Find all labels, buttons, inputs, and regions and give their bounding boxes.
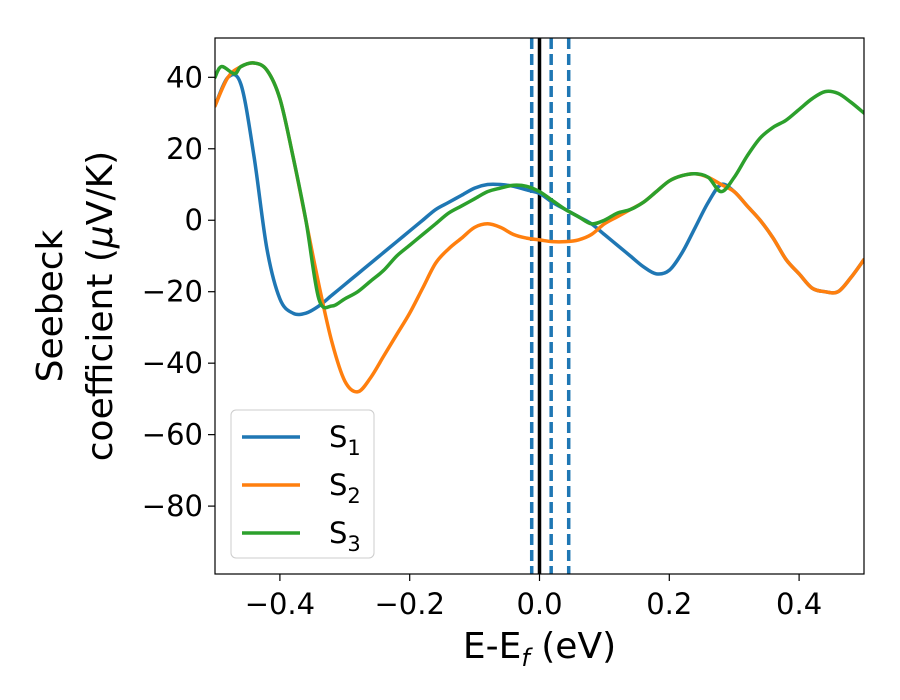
x-axis-ticks: −0.4 −0.2 0.0 0.2 0.4 — [245, 574, 822, 621]
x-tick-label: 0.4 — [776, 587, 822, 621]
series-group — [215, 61, 864, 394]
x-axis-label: E-Ef (eV) — [463, 626, 616, 672]
y-tick-label: −40 — [142, 346, 203, 380]
y-axis-label-line1: Seebeck — [30, 229, 71, 382]
series-line-s2 — [215, 61, 864, 394]
x-axis-label-main: E-E — [463, 626, 521, 667]
x-tick-label: −0.2 — [374, 587, 444, 621]
legend-label-s1: S1 — [329, 420, 361, 460]
y-axis-label-line2-prefix: coefficient ( — [80, 248, 121, 461]
y-tick-label: 40 — [166, 60, 203, 94]
y-axis-label-line2-suffix: V/K) — [80, 151, 121, 225]
y-tick-label: 20 — [166, 132, 203, 166]
y-axis-label-line2: coefficient (μV/K) — [80, 151, 121, 461]
y-tick-label: −20 — [142, 275, 203, 309]
x-tick-label: 0.0 — [516, 587, 562, 621]
x-tick-label: 0.2 — [646, 587, 692, 621]
legend-label-s2: S2 — [329, 468, 361, 508]
y-tick-label: −60 — [142, 418, 203, 452]
y-tick-label: −80 — [142, 489, 203, 523]
x-tick-label: −0.4 — [245, 587, 315, 621]
legend-label-s3: S3 — [329, 516, 361, 556]
y-tick-label: 0 — [185, 203, 203, 237]
vertical-lines-group — [529, 38, 571, 574]
x-axis-label-suffix: (eV) — [530, 626, 616, 667]
legend-box — [230, 409, 375, 559]
legend: S1 S2 S3 — [230, 409, 375, 559]
y-axis-label-mu: μ — [80, 225, 121, 249]
series-line-s3 — [215, 61, 864, 310]
y-axis-label: Seebeck coefficient (μV/K) — [30, 151, 121, 461]
y-axis-ticks: 40 20 0 −20 −40 −60 −80 — [142, 60, 215, 523]
